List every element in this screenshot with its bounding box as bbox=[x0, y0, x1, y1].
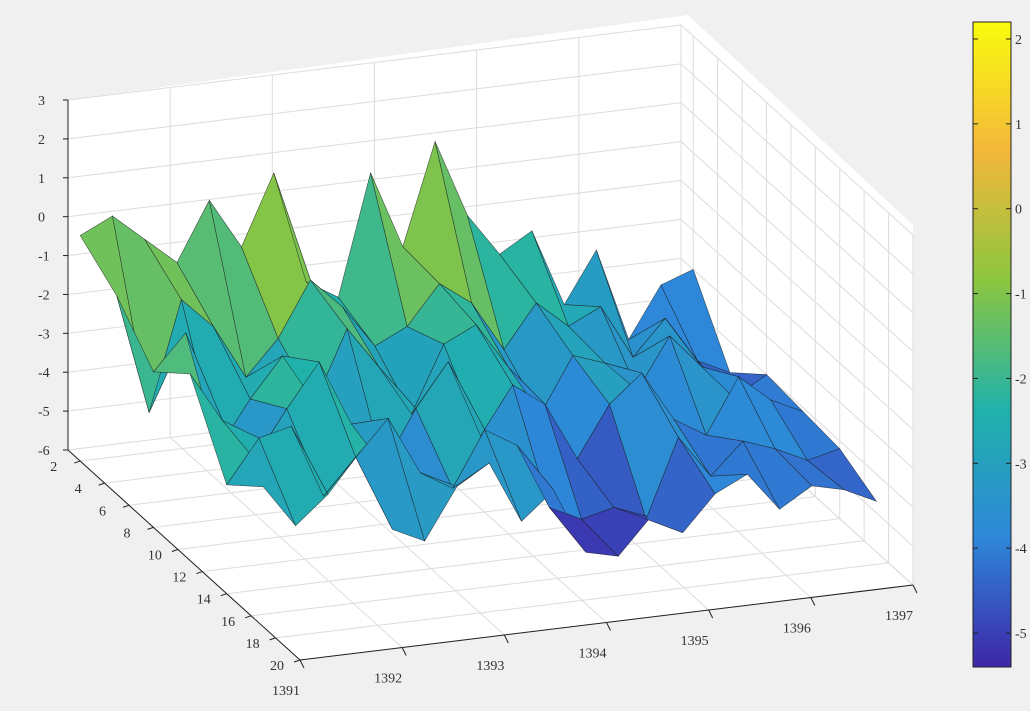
colorbar-tick-label: -5 bbox=[1015, 627, 1027, 642]
surface-patch bbox=[806, 448, 878, 502]
z-tick-label: -2 bbox=[38, 288, 50, 303]
x-tick-label: 1392 bbox=[374, 672, 402, 687]
y-tick-label: 12 bbox=[172, 571, 186, 586]
z-tick-label: 2 bbox=[38, 133, 45, 148]
colorbar-tick-label: 2 bbox=[1015, 33, 1022, 48]
x-tick-label: 1396 bbox=[783, 622, 811, 637]
x-axis-ticks: 1391 1392 1393 1394 1395 1396 1397 bbox=[272, 584, 918, 699]
x-tick-label: 1391 bbox=[272, 684, 300, 699]
colorbar-tick-label: -2 bbox=[1015, 372, 1027, 387]
z-tick-label: -5 bbox=[38, 405, 50, 420]
z-tick-label: -4 bbox=[38, 366, 50, 381]
y-tick-label: 6 bbox=[99, 504, 106, 519]
surface-plot bbox=[79, 140, 878, 557]
y-tick-label: 20 bbox=[270, 659, 284, 674]
y-tick-label: 4 bbox=[75, 482, 82, 497]
colorbar-tick-label: -4 bbox=[1015, 542, 1027, 557]
z-tick-label: 0 bbox=[38, 211, 45, 226]
y-tick-label: 14 bbox=[197, 593, 211, 608]
y-tick-label: 18 bbox=[246, 637, 260, 652]
colorbar-ticks: 2 1 0 -1 -2 -3 -4 -5 bbox=[973, 33, 1027, 642]
y-tick-label: 2 bbox=[50, 460, 57, 475]
z-tick-label: 1 bbox=[38, 172, 45, 187]
y-tick-label: 16 bbox=[221, 615, 235, 630]
y-axis-ticks: 2 4 6 8 10 12 14 16 18 20 bbox=[50, 460, 301, 674]
z-tick-label: -1 bbox=[38, 250, 50, 265]
colorbar-tick-label: -1 bbox=[1015, 288, 1027, 303]
z-axis-ticks: 3 2 1 0 -1 -2 -3 -4 -5 -6 bbox=[38, 94, 68, 459]
colorbar bbox=[972, 21, 1012, 668]
colorbar-tick-label: 1 bbox=[1015, 118, 1022, 133]
x-tick-label: 1394 bbox=[579, 647, 607, 662]
x-tick-label: 1395 bbox=[681, 634, 709, 649]
y-tick-label: 10 bbox=[148, 548, 162, 563]
colorbar-tick-label: 0 bbox=[1015, 203, 1022, 218]
z-tick-label: 3 bbox=[38, 94, 45, 109]
z-tick-label: -6 bbox=[38, 444, 50, 459]
x-tick-label: 1397 bbox=[885, 609, 913, 624]
y-tick-label: 8 bbox=[123, 526, 130, 541]
x-tick-label: 1393 bbox=[476, 659, 504, 674]
z-tick-label: -3 bbox=[38, 327, 50, 342]
colorbar-tick-label: -3 bbox=[1015, 457, 1027, 472]
